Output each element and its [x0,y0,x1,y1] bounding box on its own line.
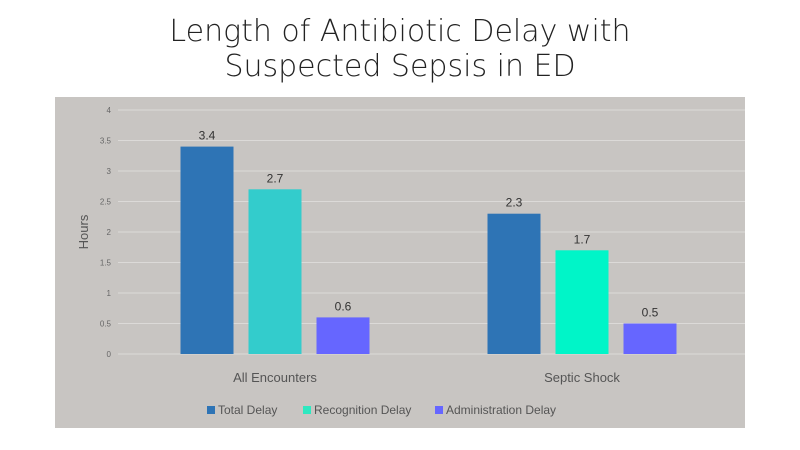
data-label: 2.7 [267,171,284,185]
bar-administration-delay [623,323,677,354]
y-tick-label: 2.5 [100,198,112,207]
legend-swatch [207,406,215,414]
bar-total-delay [180,146,234,354]
y-tick-label: 4 [107,106,112,115]
bar-administration-delay [316,317,370,354]
legend-swatch [303,406,311,414]
y-tick-label: 0 [107,350,112,359]
y-tick-label: 1.5 [100,259,112,268]
category-label: Septic Shock [544,370,620,385]
bar-recognition-delay [248,189,302,354]
legend-swatch [435,406,443,414]
title-line-2: Suspected Sepsis in ED [224,49,576,84]
bar-recognition-delay [555,250,609,354]
bar-total-delay [487,213,541,354]
data-label: 3.4 [199,129,216,143]
chart-title: Length of Antibiotic Delay with Suspected… [0,14,800,84]
legend-label: Total Delay [218,403,277,417]
data-label: 0.5 [642,306,659,320]
y-tick-label: 0.5 [100,320,112,329]
data-label: 2.3 [506,196,523,210]
legend-label: Administration Delay [446,403,556,417]
y-tick-label: 1 [107,289,112,298]
title-line-1: Length of Antibiotic Delay with [169,14,631,49]
legend-label: Recognition Delay [314,403,411,417]
data-label: 1.7 [574,232,591,246]
category-label: All Encounters [233,370,317,385]
y-tick-label: 3.5 [100,137,112,146]
y-axis-label: Hours [76,214,91,249]
data-label: 0.6 [335,299,352,313]
y-tick-label: 2 [107,228,112,237]
y-tick-label: 3 [107,167,112,176]
